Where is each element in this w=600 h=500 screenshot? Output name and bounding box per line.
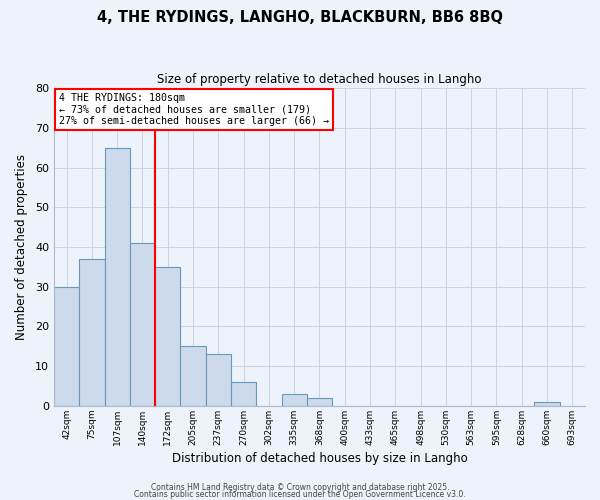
- Title: Size of property relative to detached houses in Langho: Size of property relative to detached ho…: [157, 72, 482, 86]
- Bar: [231, 382, 256, 406]
- Text: Contains public sector information licensed under the Open Government Licence v3: Contains public sector information licen…: [134, 490, 466, 499]
- Bar: [155, 267, 181, 406]
- Bar: [54, 286, 79, 406]
- Bar: [535, 402, 560, 406]
- Bar: [130, 243, 155, 406]
- Text: Contains HM Land Registry data © Crown copyright and database right 2025.: Contains HM Land Registry data © Crown c…: [151, 484, 449, 492]
- Bar: [281, 394, 307, 406]
- Text: 4, THE RYDINGS, LANGHO, BLACKBURN, BB6 8BQ: 4, THE RYDINGS, LANGHO, BLACKBURN, BB6 8…: [97, 10, 503, 25]
- Bar: [79, 259, 104, 406]
- X-axis label: Distribution of detached houses by size in Langho: Distribution of detached houses by size …: [172, 452, 467, 465]
- Text: 4 THE RYDINGS: 180sqm
← 73% of detached houses are smaller (179)
27% of semi-det: 4 THE RYDINGS: 180sqm ← 73% of detached …: [59, 93, 329, 126]
- Bar: [104, 148, 130, 406]
- Bar: [206, 354, 231, 406]
- Bar: [181, 346, 206, 406]
- Bar: [307, 398, 332, 406]
- Y-axis label: Number of detached properties: Number of detached properties: [15, 154, 28, 340]
